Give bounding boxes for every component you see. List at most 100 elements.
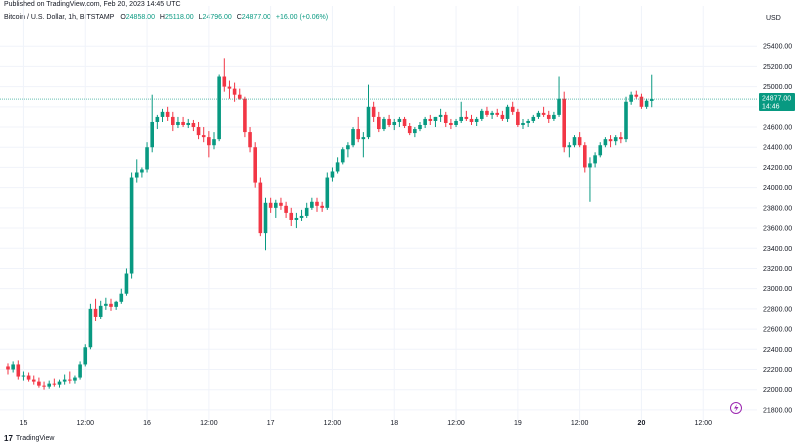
candle-body [505,106,510,119]
candle-body [181,121,185,126]
high-label: H [159,14,165,21]
y-tick-label: 24600.00 [763,125,792,132]
axes-layer: 21800.00 22000.00 22200.00 22400.00 22600.00… [20,44,793,427]
candle-body [335,162,340,172]
brand-name: TradingView [15,435,55,442]
candle-body [227,86,232,89]
last-price-label-bg [759,93,795,112]
candle-body [593,155,597,164]
candle-body [361,137,366,140]
candle-body [140,169,144,173]
candle-body [454,120,458,126]
lightning-icon[interactable] [730,402,742,414]
y-tick-label: 24000.00 [763,185,792,192]
candle-body [196,127,201,136]
candle-body [438,114,443,117]
high-value: 25118.00 [164,14,194,21]
candle-body [176,121,180,126]
candle-body [330,171,335,178]
candle-body [160,111,165,117]
published-caption: Published on TradingView.com, Feb 20, 20… [4,1,181,8]
low-value: 24796.00 [202,14,232,21]
candle-body [608,139,613,142]
symbol-title: Bitcoin / U.S. Dollar, 1h, BITSTAMP [4,14,115,21]
open-label: O [120,14,126,21]
candle-body [253,147,257,183]
candle-body [304,207,309,216]
candle-body [68,379,72,381]
candle-body [490,112,494,115]
candle-body [407,126,412,134]
candle-body [315,201,319,206]
y-tick-label: 22200.00 [763,367,792,374]
candle-body [346,145,350,150]
candle-body [104,303,108,306]
candle-body [546,114,551,119]
candle-body [109,303,113,307]
candle-body [649,99,654,101]
x-tick-label: 12:00 [200,420,218,427]
candle-body [449,122,453,126]
y-tick-label: 21800.00 [763,407,792,414]
y-tick-label: 23000.00 [763,286,792,293]
candle-body [16,364,21,377]
candle-body [222,76,227,87]
candle-body [387,118,391,126]
candle-body [402,118,407,127]
candle-body [526,120,530,123]
candle-body [521,122,525,126]
candle-body [583,145,587,168]
candle-body [145,147,149,170]
candle-body [57,381,62,385]
candle-body [165,111,170,117]
candle-body [248,132,252,148]
candle-body [26,375,31,380]
candle-body [392,121,397,126]
chart-grid [0,6,757,420]
candle-body [371,106,376,117]
candle-body [397,118,402,122]
y-tick-label: 23600.00 [763,226,792,233]
candle-body [212,139,216,146]
x-tick-label: 12:00 [447,420,465,427]
candle-body [325,177,330,208]
tradingview-logo-icon: 17 [4,434,13,443]
candle-body [237,94,242,99]
candle-body [351,129,355,146]
candle-body [572,137,577,146]
candle-body [124,273,129,294]
candle-body [557,98,561,115]
candle-body [340,149,345,163]
candle-body [294,217,299,220]
x-tick-label: 12:00 [571,420,589,427]
candle-body [500,114,505,119]
candle-body [541,112,546,115]
change-value: +16.00 (+0.06%) [275,14,329,21]
y-tick-label: 22800.00 [763,306,792,313]
candle-body [577,137,582,146]
candle-body [284,205,288,213]
candle-body [619,137,623,140]
candle-body [93,308,98,317]
candle-body [613,137,618,142]
candle-body [459,116,463,121]
candle-body [62,379,67,382]
y-tick-label: 23200.00 [763,266,792,273]
x-tick-label: 12:00 [76,420,94,427]
candle-body [191,122,196,128]
y-tick-label: 25400.00 [763,44,792,51]
candle-body [516,111,520,126]
x-tick-label: 16 [143,420,151,427]
x-tick-label: 12:00 [324,420,342,427]
x-tick-label: 20 [638,420,646,427]
y-tick-label: 23800.00 [763,205,792,212]
candle-body [428,118,433,121]
candle-body [263,202,268,234]
chart-legend: Bitcoin / U.S. Dollar, 1h, BITSTAMP O248… [4,14,331,21]
open-value: 24858.00 [125,14,155,21]
candle-body [377,116,381,130]
candle-body [382,118,386,130]
candle-body [443,114,448,123]
